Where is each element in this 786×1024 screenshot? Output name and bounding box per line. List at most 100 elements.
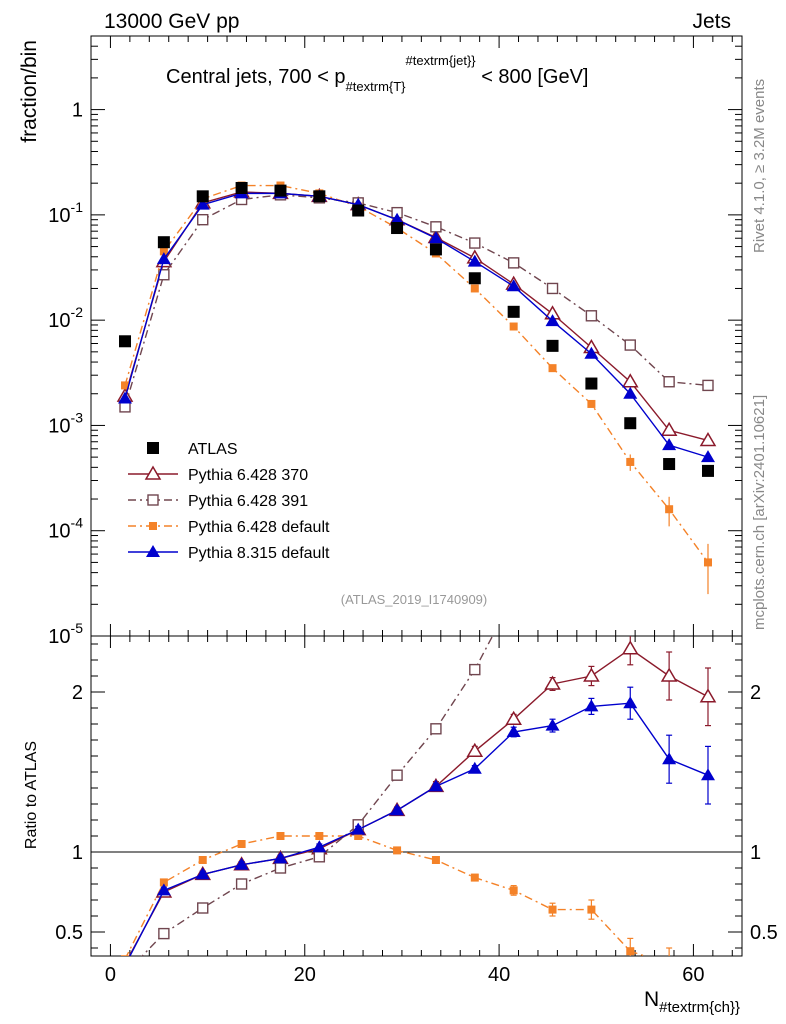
point-pythia-8-315-default — [584, 346, 599, 359]
legend-marker-pythia-6-428-391 — [147, 494, 159, 506]
y-tick-base: 10 — [48, 626, 70, 648]
ratio-point-pythia-6-428-370 — [505, 710, 522, 725]
ratio-point-pythia-8-315-default — [467, 761, 482, 774]
ratio-point-pythia-8-315-default — [390, 803, 405, 816]
ratio-point-pythia-6-428-default — [121, 955, 130, 956]
point-atlas — [196, 190, 209, 203]
ratio-point-pythia-8-315-default — [506, 725, 521, 737]
point-atlas — [546, 339, 559, 352]
ratio-tick-label-left: 2 — [72, 682, 83, 704]
point-pythia-8-315-default — [428, 231, 443, 244]
ratio-point-pythia-6-428-default — [237, 840, 246, 848]
chart-title-sub: #textrm{T} — [346, 79, 407, 94]
point-atlas — [507, 305, 520, 318]
point-atlas — [157, 236, 170, 249]
ratio-point-pythia-6-428-default — [665, 960, 673, 968]
ratio-point-pythia-6-428-391 — [391, 769, 403, 781]
chart-title-main: Central jets, 700 < p — [166, 66, 346, 88]
point-pythia-6-428-default — [470, 284, 479, 293]
point-pythia-6-428-default — [548, 364, 557, 373]
point-pythia-8-315-default — [390, 212, 405, 225]
legend-marker-pythia-6-428-370 — [144, 465, 162, 480]
ratio-point-pythia-8-315-default — [623, 696, 638, 709]
point-atlas — [585, 377, 598, 390]
point-pythia-6-428-391 — [624, 339, 636, 351]
y-tick-base: 10 — [48, 310, 70, 332]
y-tick-label: 10-5 — [48, 620, 83, 648]
chart-title-sup: #textrm{jet} — [406, 53, 472, 68]
x-axis-label-tail: } — [735, 999, 740, 1016]
point-atlas — [391, 222, 404, 235]
ratio-point-pythia-6-428-default — [587, 905, 596, 914]
ratio-point-pythia-8-315-default — [428, 779, 443, 792]
ratio-point-pythia-6-428-391 — [158, 927, 170, 940]
ratio-point-pythia-6-428-default — [548, 905, 557, 914]
ratio-point-pythia-6-428-default — [704, 976, 712, 984]
point-pythia-6-428-391 — [197, 213, 209, 226]
series-line-pythia-8-315-default — [124, 192, 709, 458]
ratio-point-pythia-6-428-default — [470, 873, 479, 882]
chart-title-rest: < 800 [GeV] — [476, 66, 589, 88]
point-pythia-6-428-370 — [660, 421, 678, 437]
point-atlas — [624, 417, 637, 430]
ratio-point-pythia-8-315-default — [662, 752, 677, 765]
ratio-point-pythia-8-315-default — [273, 851, 288, 864]
ratio-point-pythia-6-428-default — [354, 832, 363, 840]
y-axis-label: fraction/bin — [18, 40, 41, 143]
y-tick-base: 10 — [48, 415, 70, 437]
point-atlas — [468, 272, 481, 285]
point-pythia-8-315-default — [506, 279, 521, 292]
point-atlas — [235, 181, 248, 194]
y-tick-exp: -3 — [71, 409, 84, 425]
y-tick-label: 1 — [72, 100, 83, 122]
point-pythia-6-428-default — [587, 399, 596, 408]
point-atlas — [274, 184, 287, 197]
chart-title: Central jets, 700 < p#textrm{T} #textrm{j… — [166, 53, 589, 94]
x-axis-label-sub: #textrm{ch} — [659, 999, 735, 1016]
ratio-point-pythia-8-315-default — [312, 840, 327, 853]
ratio-point-pythia-6-428-391 — [664, 207, 674, 217]
x-tick-label: 40 — [488, 964, 510, 986]
x-tick-label: 60 — [682, 964, 704, 986]
y-tick-label: 10-1 — [48, 199, 83, 227]
side-label-top: Rivet 4.1.0, ≥ 3.2M events — [751, 79, 768, 253]
legend-label-pythia-6-428-391: Pythia 6.428 391 — [188, 493, 308, 510]
series-line-pythia-6-428-391 — [124, 194, 709, 408]
point-pythia-6-428-default — [626, 457, 635, 466]
point-pythia-6-428-default — [159, 247, 168, 256]
ratio-point-pythia-6-428-370 — [583, 667, 600, 682]
point-pythia-6-428-391 — [702, 379, 714, 392]
point-pythia-8-315-default — [195, 197, 210, 210]
ratio-point-pythia-6-428-391 — [197, 902, 209, 914]
point-pythia-8-315-default — [118, 391, 133, 404]
ratio-point-pythia-6-428-default — [626, 947, 635, 956]
ratio-point-pythia-8-315-default — [195, 867, 210, 880]
side-label-bottom: mcplots.cern.ch [arXiv:2401.10621] — [751, 395, 768, 630]
ratio-point-pythia-6-428-370 — [621, 640, 639, 655]
legend-marker-pythia-8-315-default — [146, 545, 160, 557]
ratio-point-pythia-6-428-default — [393, 846, 402, 855]
point-atlas — [352, 204, 365, 217]
ratio-tick-label-right: 2 — [750, 682, 761, 704]
point-pythia-6-428-default — [703, 558, 712, 567]
point-pythia-6-428-391 — [430, 221, 442, 233]
point-pythia-6-428-391 — [507, 257, 520, 269]
ratio-point-pythia-8-315-default — [584, 699, 599, 712]
x-tick-label: 20 — [294, 964, 316, 986]
ratio-tick-label-left: 1 — [72, 842, 83, 864]
point-atlas — [429, 243, 442, 256]
ratio-plot-frame — [90, 635, 743, 957]
point-atlas — [663, 458, 676, 471]
ratio-point-pythia-6-428-391 — [625, 287, 635, 297]
ratio-point-pythia-8-315-default — [118, 959, 132, 971]
ratio-line-pythia-8-315-default — [129, 702, 709, 956]
main-series — [116, 181, 717, 595]
legend-marker-atlas — [147, 442, 159, 454]
axis-ticks — [91, 35, 742, 956]
point-pythia-6-428-391 — [663, 376, 675, 388]
ratio-tick-label-left: 0.5 — [55, 922, 83, 944]
ratio-point-pythia-6-428-391 — [235, 878, 248, 890]
point-pythia-6-428-391 — [585, 310, 598, 322]
legend-label-pythia-6-428-default: Pythia 6.428 default — [188, 519, 330, 536]
legend-marker-pythia-6-428-default — [149, 522, 157, 530]
